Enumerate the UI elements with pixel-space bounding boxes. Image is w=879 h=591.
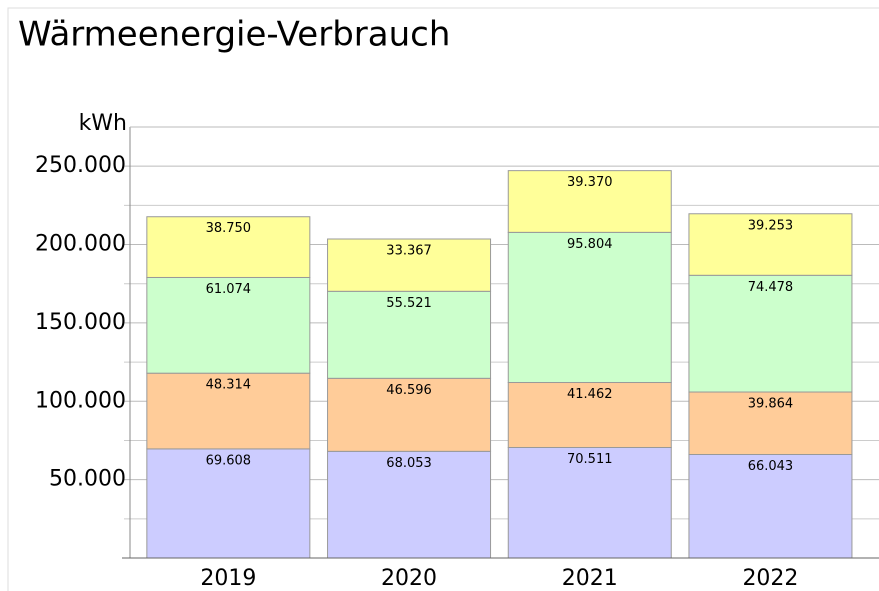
value-label: 61.074 [206, 282, 252, 297]
value-label: 38.750 [206, 221, 252, 236]
bar-segment [146, 216, 311, 278]
bar-segment [507, 382, 672, 448]
bar-segment [688, 274, 853, 393]
value-label: 74.478 [748, 280, 794, 295]
bar-segment [507, 231, 672, 384]
frame [7, 7, 879, 591]
x-tick-label: 2021 [562, 566, 618, 591]
bar-segment [688, 453, 853, 559]
bar-segment [146, 276, 311, 374]
value-label: 55.521 [386, 296, 432, 311]
value-label: 39.864 [748, 397, 794, 412]
y-tick-label: 50.000 [49, 467, 126, 492]
bar-segment [327, 238, 492, 292]
bar-segment [507, 446, 672, 559]
value-label: 95.804 [567, 237, 613, 252]
value-label: 69.608 [206, 453, 252, 468]
bar-segment [327, 377, 492, 452]
bar-segment [688, 213, 853, 276]
bar-segment [146, 372, 311, 450]
chart-title: Wärmeenergie-Verbrauch [18, 15, 450, 55]
bar-segment [327, 450, 492, 559]
bar-segment [146, 448, 311, 559]
value-label: 39.370 [567, 175, 613, 190]
y-tick-label: 250.000 [35, 153, 126, 178]
value-label: 66.043 [748, 459, 794, 474]
value-label: 70.511 [567, 452, 613, 467]
value-label: 46.596 [386, 383, 432, 398]
y-axis-label: kWh [79, 111, 127, 136]
value-label: 41.462 [567, 387, 613, 402]
value-label: 48.314 [206, 378, 252, 393]
y-tick-label: 100.000 [35, 388, 126, 413]
x-tick-label: 2022 [742, 566, 798, 591]
value-label: 68.053 [386, 456, 432, 471]
y-tick-label: 150.000 [35, 310, 126, 335]
x-tick-label: 2020 [381, 566, 437, 591]
x-tick-label: 2019 [200, 566, 256, 591]
value-label: 39.253 [748, 218, 794, 233]
value-label: 33.367 [386, 244, 432, 259]
bar-segment [507, 170, 672, 233]
bar-segment [688, 391, 853, 455]
bar-segment [327, 290, 492, 379]
y-tick-label: 200.000 [35, 232, 126, 257]
